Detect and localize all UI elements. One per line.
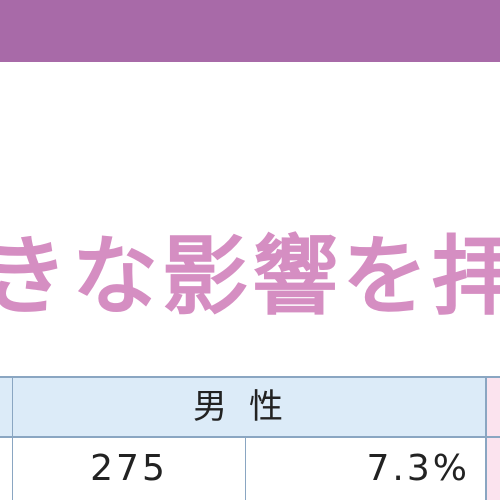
table-cell-count: 275 bbox=[90, 448, 168, 489]
headline-text: きな影響を拝 bbox=[0, 227, 500, 327]
table-cell-percent: 7.3% bbox=[366, 448, 470, 489]
table-row: 275 7.3% bbox=[0, 438, 500, 500]
top-banner-band bbox=[0, 0, 500, 62]
data-table: 男性 275 7.3% bbox=[0, 376, 500, 500]
table-row-left-cell bbox=[0, 438, 13, 500]
table-header-left-cell bbox=[0, 378, 13, 436]
table-header-right-cell bbox=[485, 378, 500, 436]
column-divider bbox=[245, 438, 246, 500]
table-header-male: 男性 bbox=[193, 387, 305, 427]
table-row-right-cell bbox=[485, 438, 500, 500]
table-header-row: 男性 bbox=[0, 376, 500, 438]
